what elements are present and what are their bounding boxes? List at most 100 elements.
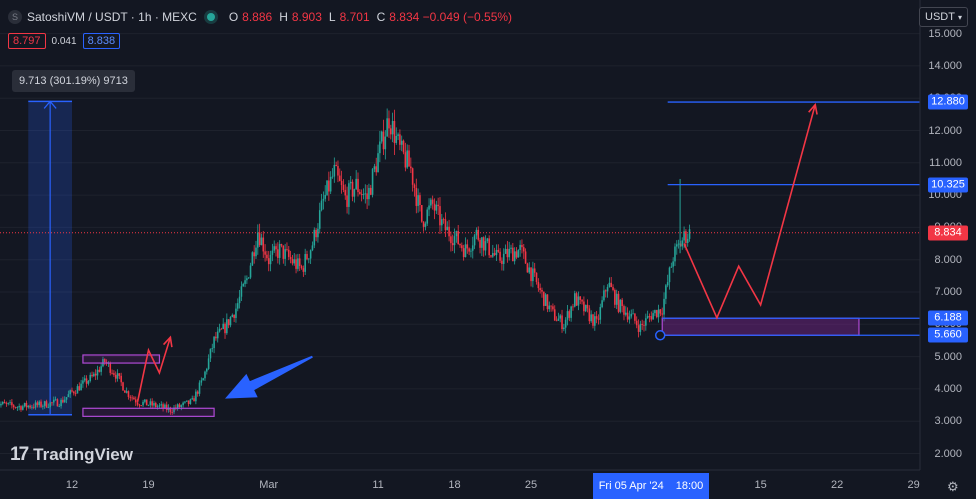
candle-body [442,219,445,221]
candle-body [359,192,361,194]
price-axis-tick: 14.000 [928,59,962,72]
candle-body [643,324,645,326]
candle-body [541,289,543,292]
candle-body [47,407,50,408]
candle-body [355,178,357,190]
candle-body [431,199,434,204]
candle-body [65,397,68,400]
candle-body [559,315,562,319]
projection-paths[interactable] [136,102,818,402]
time-axis-tick: 29 [907,479,920,491]
candle-body [435,204,438,211]
candle-body [289,256,292,260]
candle-body [20,406,22,410]
candle-body [612,287,614,290]
candle-body [114,374,117,379]
candle-body [133,397,135,400]
candle-body [83,378,86,381]
candle-body [502,253,505,264]
candle-body [537,281,540,289]
candle-body [592,314,594,326]
candle-body [346,195,348,207]
candle-body [535,272,538,282]
candle-body [373,166,376,170]
candle-body [71,390,73,392]
candle-body [552,306,554,310]
candle-body [62,399,64,403]
swipe-arrow[interactable] [225,355,313,399]
candle-body [481,237,483,248]
candle-body [624,312,627,315]
candle-body [171,412,173,413]
candle-body [384,136,387,150]
chevron-down-icon: ▾ [957,13,962,22]
candle-body [457,231,459,245]
candle-body [220,328,223,330]
candle-body [482,237,485,251]
candle-body [526,263,529,273]
candle-body [366,193,368,200]
candle-body [253,252,255,257]
price-axis-tick: 7.000 [934,286,962,298]
gear-icon[interactable]: ⚙ [947,479,959,494]
candle-body [109,363,112,373]
candle-body [215,336,217,339]
candle-body [430,199,432,206]
candle-body [665,285,667,299]
candle-body [590,314,592,322]
candle-body [218,328,221,332]
candle-body [333,164,336,177]
candle-body [116,373,119,379]
candle-body [235,308,237,318]
currency-label: USDT [925,11,955,23]
measure-range-tool[interactable] [28,100,73,416]
price-axis-tick: 3.000 [934,415,962,428]
candle-body [564,319,567,328]
candle-body [626,312,629,320]
candle-body [572,306,574,308]
candle-body [100,366,102,372]
horizontal-levels[interactable] [654,101,920,341]
candle-body [544,294,547,306]
candle-body [227,319,230,326]
candle-body [173,407,175,413]
candle-body [513,251,516,262]
candle-body [264,251,266,255]
price-label: 12.880 [928,94,968,110]
bid-price-button[interactable]: 8.797 [8,33,46,49]
candle-body [424,223,427,227]
candle-body [335,164,337,167]
candle-body [522,247,525,252]
support-zones[interactable] [82,317,860,417]
candle-body [34,402,37,408]
currency-select[interactable]: USDT ▾ [919,7,968,27]
ask-price-button[interactable]: 8.838 [82,33,121,49]
candle-body [686,238,689,244]
candle-body [594,316,596,326]
tradingview-logo: 17 TradingView [10,444,133,466]
candle-body [297,258,299,269]
candle-body [164,404,166,409]
ohlc-values: O 8.886 H 8.903 L 8.701 C 8.834 −0.049 (−0.5… [229,10,515,24]
candle-body [193,398,195,402]
candle-body [650,316,653,320]
candle-body [269,254,272,265]
candle-body [213,336,215,349]
candle-body [637,325,640,332]
candle-body [528,267,531,273]
candle-body [317,228,319,238]
crosshair-time: 18:00 [675,480,704,492]
chart-title[interactable]: SatoshiVM / USDT · 1h · MEXC [27,10,197,24]
candle-body [29,405,31,408]
candle-body [244,280,246,284]
candle-body [202,378,204,381]
candle-body [654,310,656,314]
candle-body [262,237,265,252]
candle-body [543,291,545,306]
candle-body [628,316,631,320]
candle-body [22,406,24,410]
candle-body [82,380,84,384]
price-label: 10.325 [928,177,968,193]
candle-body [393,120,396,143]
